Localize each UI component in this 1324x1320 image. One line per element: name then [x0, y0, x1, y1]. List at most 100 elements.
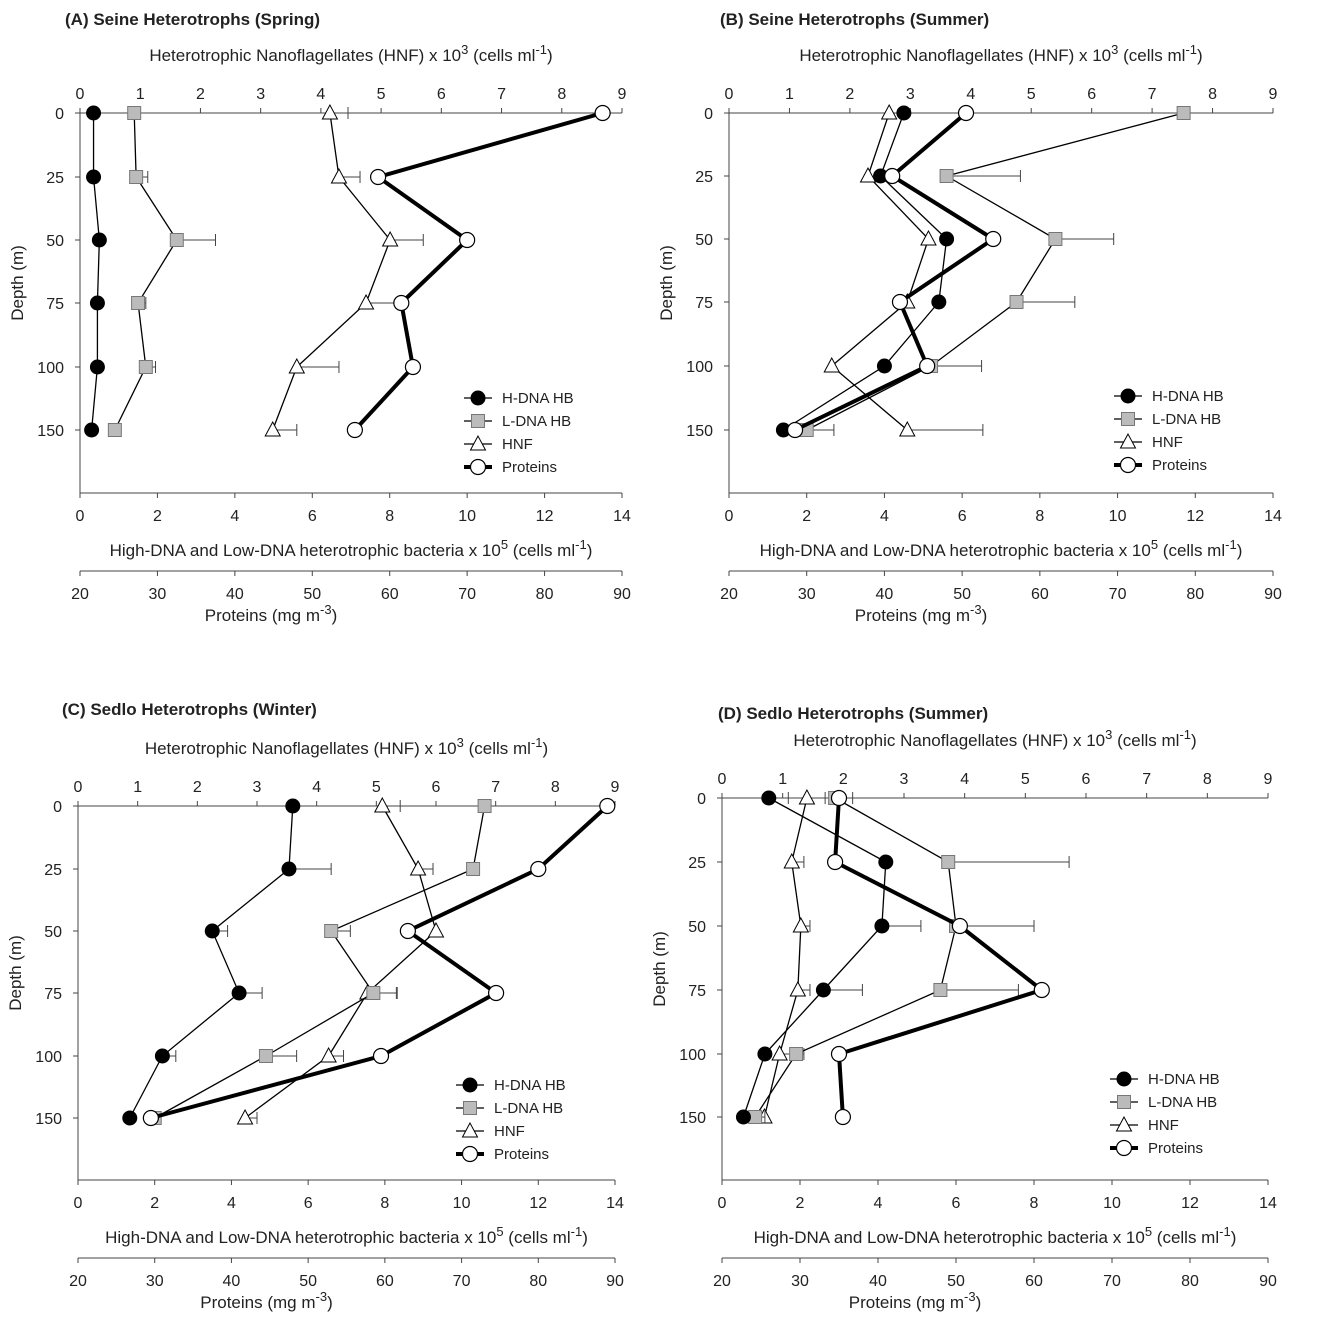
protein-tick-label: 90	[1259, 1273, 1277, 1290]
label-superscript: 5	[1151, 537, 1158, 552]
label-part: )	[1231, 1228, 1237, 1247]
protein-tick-label: 80	[1181, 1273, 1199, 1290]
label-part: (cells ml	[508, 541, 575, 560]
data-point	[285, 798, 301, 814]
protein-tick-label: 20	[720, 586, 738, 603]
label-part: Heterotrophic Nanoflagellates (HNF) x 10	[799, 46, 1111, 65]
data-point	[891, 293, 909, 311]
legend-marker	[1119, 456, 1137, 474]
legend-label: HNF	[1152, 434, 1183, 451]
data-point	[366, 986, 381, 1000]
label-part: )	[543, 739, 549, 758]
data-point	[107, 423, 122, 437]
label-superscript: -3	[316, 1289, 328, 1304]
series-l-dna-hb	[107, 106, 216, 437]
label-part: )	[976, 1293, 982, 1312]
label-superscript: -1	[575, 537, 587, 552]
top-tick-label: 8	[1208, 86, 1217, 103]
bottom-tick-label: 10	[453, 1195, 471, 1212]
label-part: High-DNA and Low-DNA heterotrophic bacte…	[105, 1228, 496, 1247]
top-tick-label: 2	[196, 86, 205, 103]
y-tick-label: 0	[704, 106, 713, 123]
legend-label: L-DNA HB	[1152, 411, 1221, 428]
data-point	[941, 855, 956, 869]
label-superscript: 3	[1105, 727, 1112, 742]
data-point	[939, 231, 955, 247]
data-point	[771, 1044, 788, 1061]
chart-title: (B) Seine Heterotrophs (Summer)	[720, 10, 989, 29]
legend-label: Proteins	[494, 1146, 549, 1163]
protein-axis-label: Proteins (mg m-3)	[849, 1289, 981, 1312]
bottom-tick-label: 14	[606, 1195, 624, 1212]
label-part: (cells ml	[504, 1228, 571, 1247]
data-point	[264, 420, 282, 437]
label-superscript: -1	[1225, 537, 1237, 552]
legend: H-DNA HB L-DNA HB HNF Proteins	[464, 390, 574, 476]
protein-tick-label: 40	[869, 1273, 887, 1290]
bottom-tick-label: 12	[529, 1195, 547, 1212]
series-l-dna-hb	[147, 799, 492, 1125]
protein-tick-label: 80	[1186, 586, 1204, 603]
bottom-tick-label: 12	[536, 508, 554, 525]
bottom-axis-label: High-DNA and Low-DNA heterotrophic bacte…	[760, 537, 1243, 560]
protein-tick-label: 60	[1031, 586, 1049, 603]
bottom-tick-label: 8	[380, 1195, 389, 1212]
top-tick-label: 6	[437, 86, 446, 103]
legend-marker	[469, 434, 487, 451]
data-point	[876, 358, 892, 374]
y-tick-label: 0	[697, 791, 706, 808]
chart-panel-b: (B) Seine Heterotrophs (Summer) Heterotro…	[657, 10, 1282, 625]
label-superscript: -3	[964, 1289, 976, 1304]
series-line	[742, 797, 887, 1118]
top-axis-label: Heterotrophic Nanoflagellates (HNF) x 10…	[793, 727, 1196, 750]
protein-axis-label: Proteins (mg m-3)	[205, 602, 337, 625]
data-point	[477, 799, 492, 813]
y-tick-label: 50	[46, 233, 64, 250]
legend-label: L-DNA HB	[502, 413, 571, 430]
series-proteins	[826, 789, 1050, 1126]
bottom-tick-label: 14	[1259, 1195, 1277, 1212]
label-part: )	[1237, 541, 1243, 560]
data-point	[789, 980, 807, 997]
label-part: )	[587, 541, 593, 560]
data-point	[1033, 981, 1050, 999]
series-proteins	[346, 104, 611, 439]
data-point	[370, 168, 387, 186]
label-part: High-DNA and Low-DNA heterotrophic bacte…	[754, 1228, 1145, 1247]
data-point	[84, 422, 100, 438]
protein-axis-label: Proteins (mg m-3)	[200, 1289, 332, 1312]
data-point	[281, 861, 297, 877]
top-tick-label: 4	[960, 771, 969, 788]
data-point	[357, 293, 375, 310]
series-line	[833, 797, 1047, 1118]
top-tick-label: 4	[312, 779, 321, 796]
bottom-tick-label: 6	[952, 1195, 961, 1212]
series-line	[154, 805, 486, 1119]
protein-tick-label: 70	[453, 1273, 471, 1290]
data-point	[761, 790, 777, 806]
y-tick-label: 150	[679, 1110, 706, 1127]
data-point	[815, 982, 831, 998]
label-superscript: 5	[501, 537, 508, 552]
label-superscript: -1	[531, 735, 543, 750]
series-line	[754, 797, 957, 1118]
data-point	[789, 1047, 804, 1061]
y-tick-label: 100	[35, 1049, 62, 1066]
chart-panel-a: (A) Seine Heterotrophs (Spring) Heterotro…	[8, 10, 631, 625]
data-point	[127, 106, 142, 120]
y-tick-label: 25	[695, 169, 713, 186]
top-tick-label: 0	[74, 779, 83, 796]
data-point	[939, 169, 954, 183]
y-axis-label: Depth (m)	[8, 245, 27, 321]
data-point	[951, 917, 969, 935]
top-tick-label: 6	[1087, 86, 1096, 103]
y-tick-label: 25	[46, 170, 64, 187]
top-tick-label: 8	[1203, 771, 1212, 788]
series-line	[150, 804, 609, 1120]
label-superscript: 3	[1111, 42, 1118, 57]
legend-marker	[462, 1077, 478, 1093]
data-point	[204, 923, 220, 939]
data-point	[393, 294, 410, 312]
bottom-axis-label: High-DNA and Low-DNA heterotrophic bacte…	[110, 537, 593, 560]
